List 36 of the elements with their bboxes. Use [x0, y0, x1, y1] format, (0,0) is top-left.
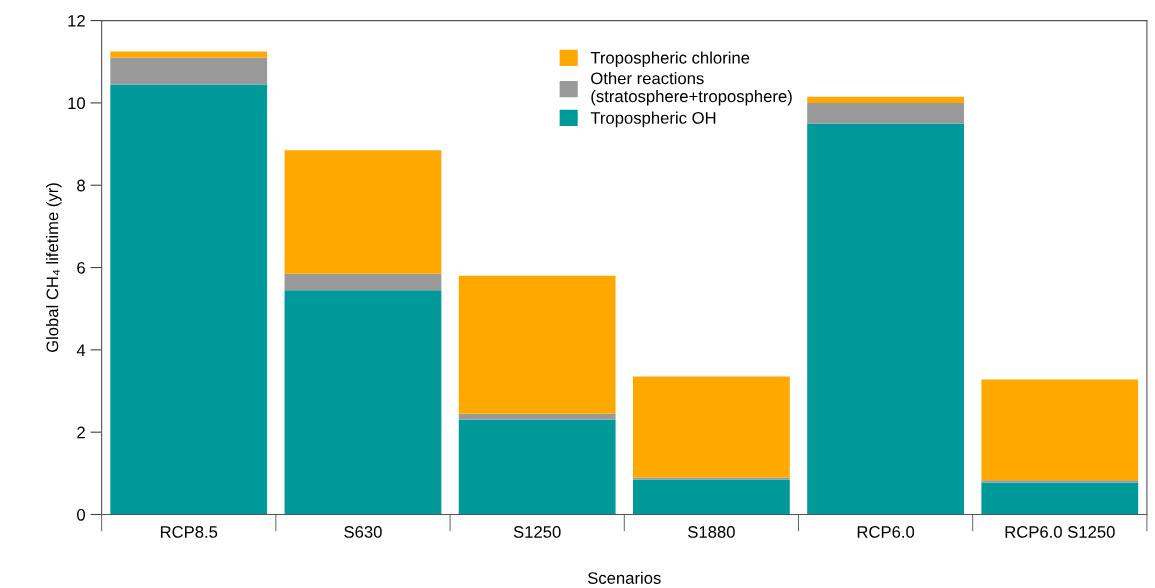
bar — [110, 51, 268, 58]
x-tick-label: RCP6.0 S1250 — [1005, 526, 1115, 538]
y-tick-label: 8 — [77, 179, 85, 192]
legend-label: Tropospheric chlorine — [590, 51, 750, 68]
x-tick-label: RCP8.5 — [160, 526, 218, 538]
bar — [110, 84, 268, 515]
y-tick-label: 0 — [77, 508, 86, 521]
bar — [110, 57, 268, 85]
bar — [807, 96, 964, 103]
bar — [807, 123, 964, 515]
bar — [458, 419, 616, 515]
bar — [458, 413, 616, 420]
x-tick-label: S1880 — [688, 526, 735, 538]
legend-label: Other reactions (stratosphere+troposphere) — [591, 72, 792, 106]
bar — [458, 275, 616, 414]
bar — [284, 290, 442, 515]
x-tick-label: S1250 — [513, 526, 561, 538]
bar — [981, 379, 1139, 481]
y-tick-label: 10 — [68, 97, 86, 110]
y-tick-label: 2 — [77, 426, 85, 439]
legend-label: Tropospheric OH — [590, 111, 716, 128]
bar — [284, 273, 442, 291]
bar — [632, 479, 790, 515]
y-tick-label: 6 — [77, 261, 85, 274]
y-tick-label: 12 — [68, 14, 85, 27]
bar — [632, 376, 790, 478]
bar — [981, 480, 1139, 483]
x-tick-label: S630 — [344, 526, 382, 538]
y-tick-label: 4 — [76, 344, 86, 356]
x-axis-title: Scenarios — [587, 571, 661, 584]
bar — [632, 477, 790, 480]
bar — [807, 102, 964, 124]
y-axis-title: Global CH₄ lifetime (yr) — [46, 183, 62, 353]
bar — [284, 150, 442, 274]
x-tick-label: RCP6.0 — [857, 526, 915, 538]
bar — [981, 482, 1139, 515]
